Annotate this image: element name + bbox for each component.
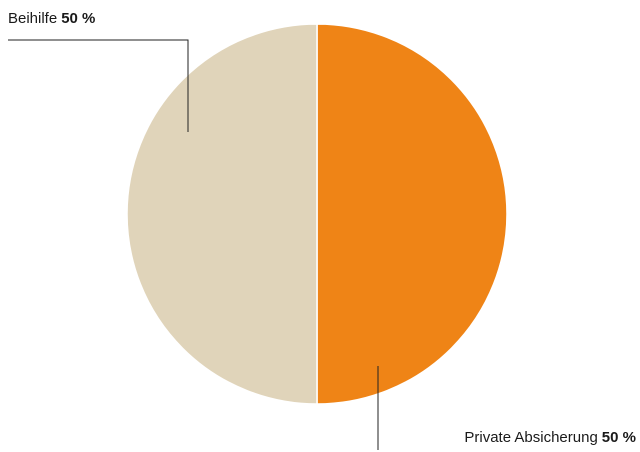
slice-label-beihilfe: Beihilfe 50 % [8, 10, 95, 28]
pie-slice-beihilfe [126, 23, 318, 405]
pie-slice-private-absicherung [316, 23, 508, 405]
slice-label-value: 50 % [61, 10, 96, 27]
slice-label-name: Beihilfe [8, 10, 58, 27]
slice-label-value: 50 % [601, 429, 636, 446]
slice-label-name: Private Absicherung [464, 429, 598, 446]
leader-line-beihilfe [8, 39, 189, 132]
slice-label-private-absicherung: Private Absicherung 50 % [464, 429, 636, 447]
